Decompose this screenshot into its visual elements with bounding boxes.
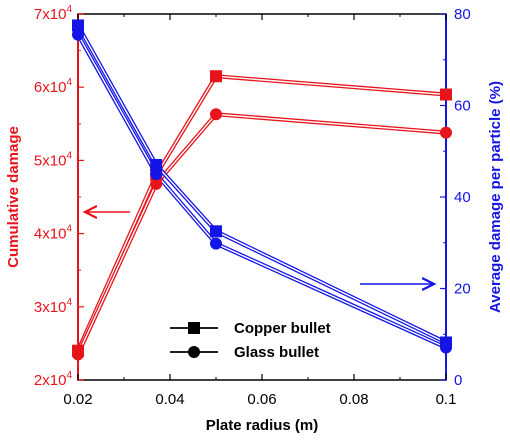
y-left-tick-label: 2x104	[34, 370, 73, 389]
y-left-tick-label: 4x104	[34, 224, 73, 243]
y-right-tick-label: 60	[454, 98, 471, 115]
data-point-square	[440, 88, 452, 101]
x-tick-label: 0.02	[63, 391, 92, 408]
data-point-circle	[150, 168, 163, 181]
data-point-circle	[72, 28, 84, 41]
series-line-inner	[77, 113, 447, 355]
y-right-tick-label: 20	[454, 281, 471, 298]
data-point-circle	[150, 177, 163, 190]
data-point-square	[150, 158, 163, 171]
y-left-tick-label: 3x104	[34, 297, 73, 316]
data-point-circle	[72, 348, 84, 361]
y-left-axis-title: Cumulative damage	[5, 126, 22, 268]
data-point-square	[72, 19, 84, 32]
data-point-square	[210, 70, 222, 83]
y-right-axis-title: Average damage per particle (%)	[487, 81, 504, 313]
series-line-inner	[77, 75, 447, 352]
data-point-circle	[440, 341, 452, 354]
data-point-circle	[210, 237, 222, 250]
series-line-outer	[76, 24, 447, 345]
data-point-circle	[210, 108, 222, 121]
y-right-tick-label: 40	[454, 189, 471, 206]
x-tick-label: 0.08	[339, 391, 368, 408]
legend-marker-square	[188, 322, 200, 334]
x-axis-title: Plate radius (m)	[206, 417, 319, 434]
y-left-tick-label: 6x104	[34, 77, 73, 96]
data-point-circle	[440, 126, 452, 139]
legend-label: Copper bullet	[234, 320, 331, 337]
x-tick-label: 0.06	[247, 391, 276, 408]
series-line-inner	[77, 25, 447, 344]
y-right-tick-label: 80	[454, 6, 471, 23]
y-left-tick-label: 7x104	[34, 4, 73, 23]
data-point-square	[210, 225, 222, 238]
x-tick-label: 0.04	[155, 391, 184, 408]
y-left-tick-label: 5x104	[34, 150, 73, 169]
legend-marker-circle	[188, 346, 200, 358]
x-tick-label: 0.1	[436, 391, 457, 408]
series-line-inner	[77, 34, 447, 349]
y-right-tick-label: 0	[454, 372, 462, 389]
legend-label: Glass bullet	[234, 344, 319, 361]
